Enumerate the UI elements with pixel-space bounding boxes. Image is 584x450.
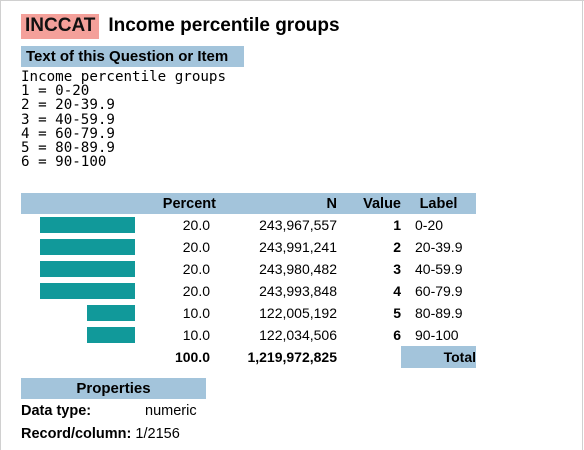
frequency-row: 10.0 122,034,506 6 90-100	[21, 324, 476, 346]
variable-header: INCCAT Income percentile groups	[21, 13, 340, 39]
n-cell: 243,991,241	[259, 239, 337, 255]
properties-heading: Properties	[21, 378, 206, 399]
percent-cell: 20.0	[182, 217, 210, 233]
question-text-line-code: 5 = 80-89.9	[21, 140, 115, 157]
bar-cell	[21, 280, 151, 302]
n-cell: 122,034,506	[259, 327, 337, 343]
label-cell: 20-39.9	[415, 239, 463, 255]
percent-bar	[40, 261, 135, 277]
data-type-label: Data type:	[21, 403, 92, 419]
frequency-row: 20.0 243,993,848 4 60-79.9	[21, 280, 476, 302]
record-column-property: Record/column: 1/2156	[21, 426, 180, 442]
percent-bar	[87, 305, 135, 321]
variable-title: Income percentile groups	[108, 15, 340, 36]
total-n: 1,219,972,825	[247, 349, 337, 365]
total-value-cell	[337, 346, 401, 368]
value-cell: 3	[393, 261, 401, 277]
question-text-heading: Text of this Question or Item	[21, 46, 244, 67]
data-type-property: Data type: numeric	[21, 403, 197, 419]
label-column-header: Label	[401, 193, 476, 214]
frame-left-border	[0, 0, 1, 450]
percent-column-header: Percent	[151, 193, 216, 214]
percent-bar	[40, 283, 135, 299]
n-cell: 122,005,192	[259, 305, 337, 321]
record-column-value: 1/2156	[135, 426, 180, 442]
total-label: Total	[401, 346, 476, 368]
frequency-row: 20.0 243,991,241 2 20-39.9	[21, 236, 476, 258]
question-text-line-title: Income percentile groups	[21, 69, 226, 85]
question-text-line-code: 4 = 60-79.9	[21, 125, 115, 142]
total-percent: 100.0	[174, 349, 210, 365]
percent-cell: 10.0	[182, 327, 210, 343]
percent-cell: 20.0	[182, 239, 210, 255]
question-text-line-code: 6 = 90-100	[21, 154, 107, 171]
frequency-row: 20.0 243,967,557 1 0-20	[21, 214, 476, 236]
bar-cell	[21, 302, 151, 324]
total-bar-cell	[21, 346, 151, 368]
value-cell: 4	[393, 283, 401, 299]
bar-column-header	[21, 193, 151, 214]
frame-right-border	[582, 0, 583, 450]
n-cell: 243,967,557	[259, 217, 337, 233]
bar-cell	[21, 324, 151, 346]
value-cell: 1	[393, 217, 401, 233]
value-cell: 6	[393, 327, 401, 343]
percent-bar	[40, 217, 135, 233]
value-cell: 5	[393, 305, 401, 321]
label-cell: 80-89.9	[415, 305, 463, 321]
percent-cell: 20.0	[182, 261, 210, 277]
record-column-label: Record/column:	[21, 426, 132, 442]
n-cell: 243,993,848	[259, 283, 337, 299]
value-column-header: Value	[337, 193, 401, 214]
variable-name-badge: INCCAT	[21, 13, 100, 39]
label-cell: 60-79.9	[415, 283, 463, 299]
bar-cell	[21, 236, 151, 258]
percent-cell: 20.0	[182, 283, 210, 299]
question-text-line-code: 2 = 20-39.9	[21, 97, 115, 114]
n-column-header: N	[216, 193, 337, 214]
frequency-row: 20.0 243,980,482 3 40-59.9	[21, 258, 476, 280]
label-cell: 0-20	[415, 217, 444, 233]
percent-bar	[40, 239, 135, 255]
label-cell: 90-100	[415, 327, 459, 343]
data-type-value: numeric	[145, 403, 197, 419]
question-text-line-code: 3 = 40-59.9	[21, 111, 115, 128]
question-text: Income percentile groups 1 = 0-20 2 = 20…	[21, 70, 226, 169]
total-row: 100.0 1,219,972,825 Total	[21, 346, 476, 368]
frequency-row: 10.0 122,005,192 5 80-89.9	[21, 302, 476, 324]
bar-cell	[21, 258, 151, 280]
frame-top-border	[0, 0, 584, 1]
percent-cell: 10.0	[182, 305, 210, 321]
n-cell: 243,980,482	[259, 261, 337, 277]
frequency-table: Percent N Value Label 20.0 243,967,557 1 0-…	[21, 193, 476, 368]
bar-cell	[21, 214, 151, 236]
question-text-line-code: 1 = 0-20	[21, 83, 90, 100]
percent-bar	[87, 327, 135, 343]
frequency-table-body: 20.0 243,967,557 1 0-20 20.0 243,991,241 2 20-3…	[21, 214, 476, 346]
value-cell: 2	[393, 239, 401, 255]
label-cell: 40-59.9	[415, 261, 463, 277]
frequency-table-header: Percent N Value Label	[21, 193, 476, 214]
